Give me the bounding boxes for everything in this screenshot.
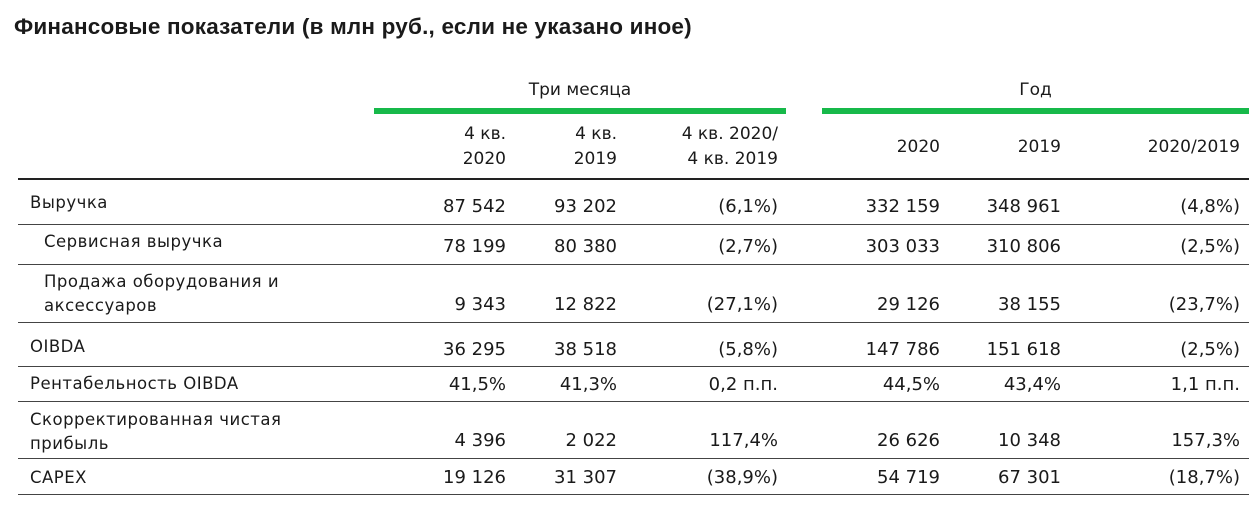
row-label: OIBDA [30,335,85,359]
cell-year-2020: 147 786 [865,339,940,360]
cell-q4-2019: 80 380 [554,236,617,257]
column-header-line: 4 кв. 2019 [687,149,778,169]
cell-year-2019: 10 348 [998,430,1061,451]
row-label-line: Скорректированная чистая [30,410,282,429]
column-header-q4-change: 4 кв. 2020/ 4 кв. 2019 [682,122,778,172]
row-separator-line [18,401,1249,402]
cell-year-change: (18,7%) [1168,467,1240,488]
cell-year-2019: 43,4% [1003,374,1061,395]
cell-year-2019: 38 155 [998,294,1061,315]
group-label-three-months: Три месяца [528,80,632,100]
cell-year-change: 1,1 п.п. [1170,374,1240,395]
cell-year-change: (2,5%) [1180,236,1240,257]
cell-q4-2020: 36 295 [443,339,506,360]
row-separator-line [18,366,1249,367]
cell-q4-change: (2,7%) [718,236,778,257]
cell-q4-2019: 38 518 [554,339,617,360]
cell-year-2019: 67 301 [998,467,1061,488]
cell-q4-change: 117,4% [709,430,778,451]
cell-year-change: (4,8%) [1180,196,1240,217]
cell-q4-2020: 78 199 [443,236,506,257]
cell-year-2019: 310 806 [986,236,1061,257]
row-label-line: Сервисная выручка [44,232,224,251]
group-label-year: Год [1019,80,1052,100]
cell-year-change: (23,7%) [1168,294,1240,315]
column-header-line: 4 кв. 2020/ [681,124,778,144]
row-separator-line [18,264,1249,265]
cell-year-change: 157,3% [1171,430,1240,451]
row-label-line: Продажа оборудования и [44,272,280,291]
column-header-line: 2019 [573,149,617,169]
cell-year-2020: 332 159 [865,196,940,217]
cell-q4-change: 0,2 п.п. [708,374,778,395]
column-header-q4-2019: 4 кв. 2019 [574,122,617,172]
cell-q4-2019: 93 202 [554,196,617,217]
cell-q4-change: (6,1%) [718,196,778,217]
cell-year-2020: 26 626 [877,430,940,451]
column-header-q4-2020: 4 кв. 2020 [463,122,506,172]
cell-year-2020: 54 719 [877,467,940,488]
cell-q4-2019: 2 022 [565,430,617,451]
cell-q4-2019: 41,3% [559,374,617,395]
row-label-line: OIBDA [30,337,86,356]
cell-q4-2020: 9 343 [454,294,506,315]
cell-year-2020: 29 126 [877,294,940,315]
row-separator-line [18,458,1249,459]
cell-year-2019: 151 618 [986,339,1061,360]
header-separator-line [18,178,1249,180]
cell-q4-2019: 12 822 [554,294,617,315]
cell-q4-2020: 4 396 [454,430,506,451]
row-label: Сервисная выручка [44,230,223,254]
green-underline-three-months [374,108,786,114]
cell-q4-2020: 87 542 [443,196,506,217]
column-header-year-2020: 2020 [896,137,940,157]
column-header-year-2019: 2019 [1017,137,1061,157]
cell-q4-change: (5,8%) [718,339,778,360]
column-header-line: 2020 [462,149,506,169]
row-label-line: аксессуаров [44,296,158,315]
row-label-line: Рентабельность OIBDA [30,374,239,393]
cell-q4-2019: 31 307 [554,467,617,488]
cell-year-2019: 348 961 [986,196,1061,217]
cell-year-2020: 303 033 [865,236,940,257]
column-header-line: 4 кв. [575,124,617,144]
row-label: Продажа оборудования и аксессуаров [44,270,279,318]
row-label-line: CAPEX [30,468,87,487]
row-separator-line [18,224,1249,225]
cell-year-change: (2,5%) [1180,339,1240,360]
row-label: Скорректированная чистая прибыль [30,408,281,456]
cell-q4-2020: 41,5% [448,374,506,395]
row-separator-line [18,322,1249,323]
page-title: Финансовые показатели (в млн руб., если … [14,14,692,39]
cell-year-2020: 44,5% [882,374,940,395]
cell-q4-2020: 19 126 [443,467,506,488]
row-label: Выручка [30,191,108,215]
row-separator-line [18,494,1249,495]
row-label: CAPEX [30,466,87,490]
row-label-line: прибыль [30,434,109,453]
column-header-line: 4 кв. [464,124,506,144]
cell-q4-change: (38,9%) [706,467,778,488]
row-label-line: Выручка [30,193,108,212]
cell-q4-change: (27,1%) [706,294,778,315]
row-label: Рентабельность OIBDA [30,372,239,396]
green-underline-year [822,108,1249,114]
column-header-year-change: 2020/2019 [1147,137,1240,157]
